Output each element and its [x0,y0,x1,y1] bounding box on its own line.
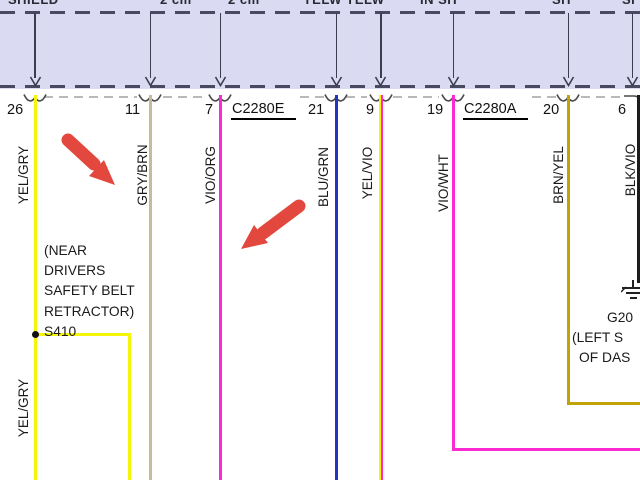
pin-number: 20 [543,102,560,118]
pin-arrow-shaft [631,13,634,78]
wire-blk-vio [637,95,640,283]
red-arrow-down-left [241,199,306,249]
wire-vio-wht-horizontal [451,448,640,451]
wire-label-blu-grn: BLU/GRN [316,147,331,208]
module-bottom-dashed-border [0,85,640,88]
connector-label-c2280a: C2280A [463,101,528,120]
connector-dashed-line [163,96,206,98]
wire-label-yel-gry: YEL/GRY [16,145,31,205]
red-arrow-down-right [61,133,115,185]
pin-arrow-shaft [567,13,570,78]
pin-arrow-shaft [452,13,455,78]
splice-note-line: (NEAR [44,243,87,258]
splice-dot [31,330,39,338]
wire-label-vio-org: VIO/ORG [203,146,218,204]
connector-label-c2280e: C2280E [231,101,296,120]
pin-arrow-shaft [34,13,36,78]
wire-label-vio-wht: VIO/WHT [436,154,451,212]
pin-arrowhead-icon [626,76,638,87]
splice-note-line: S410 [44,323,77,339]
wire-yel-gry-branch-vertical [127,333,131,480]
wire-label-gry-brn: GRY/BRN [135,144,150,206]
pin-number: 26 [7,102,24,118]
top-text-fragment: YELW YELW [303,0,387,8]
pin-arrowhead-icon [330,76,342,87]
pin-arrow-shaft [380,13,382,78]
top-text-fragment: SHIELD [8,0,68,8]
pin-number: 9 [366,102,375,118]
pin-number: 19 [427,102,444,118]
wire-gry-brn [149,95,152,480]
pin-arrowhead-icon [447,76,459,87]
wire-label-brn-yel: BRN/YEL [551,146,566,204]
splice-note: (NEAR DRIVERS SAFETY BELT RETRACTOR) S41… [44,241,135,342]
wire-label-yel-gry-lower: YEL/GRY [16,378,31,438]
wire-blu-grn [334,95,338,480]
pin-number: 21 [308,102,325,118]
wire-label-yel-vio: YEL/VIO [360,146,375,200]
connector-dashed-line [300,96,327,98]
pin-arrowhead-icon [29,76,41,87]
ground-note-line: G20 [607,310,634,325]
connector-dashed-line [532,96,556,98]
wire-brn-yel [566,95,570,404]
splice-note-line: RETRACTOR) [44,303,135,319]
wire-vio-org [218,95,222,480]
pin-arrow-shaft [149,13,152,78]
wire-yel-gry [33,95,37,480]
splice-note-line: DRIVERS [44,263,106,279]
pin-arrow-shaft [219,13,222,78]
connector-dashed-line [581,96,622,98]
top-text-fragment: 2 cm [228,0,266,8]
module-box [0,0,640,89]
pin-arrow-shaft [335,13,338,78]
pin-number: 6 [618,102,627,118]
wire-yel-vio-yellow [378,95,381,480]
pin-number: 7 [205,102,214,118]
top-text-fragment: IN SH [420,0,460,8]
wire-yel-gry-branch-horizontal [36,333,130,336]
connector-dashed-line [346,96,367,98]
splice-note-line: SAFETY BELT [44,283,135,299]
wire-brn-yel-horizontal [566,401,640,405]
wire-label-blk-vio: BLK/VIO [623,143,638,197]
ground-note-line: (LEFT S [572,330,624,345]
connector-dashed-line [44,96,137,98]
pin-arrowhead-icon [562,76,574,87]
top-text-fragment: 2 cm [160,0,198,8]
connector-dashed-line [393,96,439,98]
top-text-fragment: SI [622,0,640,8]
wire-yel-vio-violet [381,95,383,480]
ground-icon [621,280,640,299]
pin-arrowhead-icon [214,76,226,87]
top-text-fragment: SH [552,0,580,8]
pin-arrowhead-icon [144,76,156,87]
pin-number: 11 [125,102,141,118]
ground-note-line: OF DAS [579,350,631,365]
pin-arrowhead-icon [375,76,387,87]
wire-vio-wht [451,95,455,451]
module-top-dashed-border [0,11,640,14]
